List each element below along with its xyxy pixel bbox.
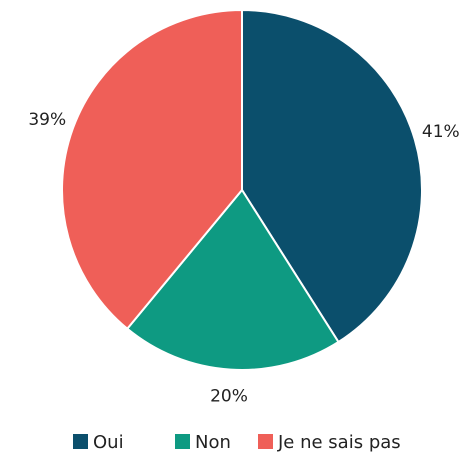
legend-label: Je ne sais pas [277,432,401,453]
legend-label: Oui [93,432,124,453]
legend-swatch [258,434,273,449]
slice-label: 20% [210,387,248,407]
slice-label: 39% [28,110,66,130]
slice-label: 41% [422,122,460,142]
legend-swatch [73,434,88,449]
pie-slice [241,8,423,344]
pie-slice [125,188,340,371]
legend-label: Non [195,432,231,453]
legend-swatch [175,434,190,449]
pie-slice [61,8,243,331]
